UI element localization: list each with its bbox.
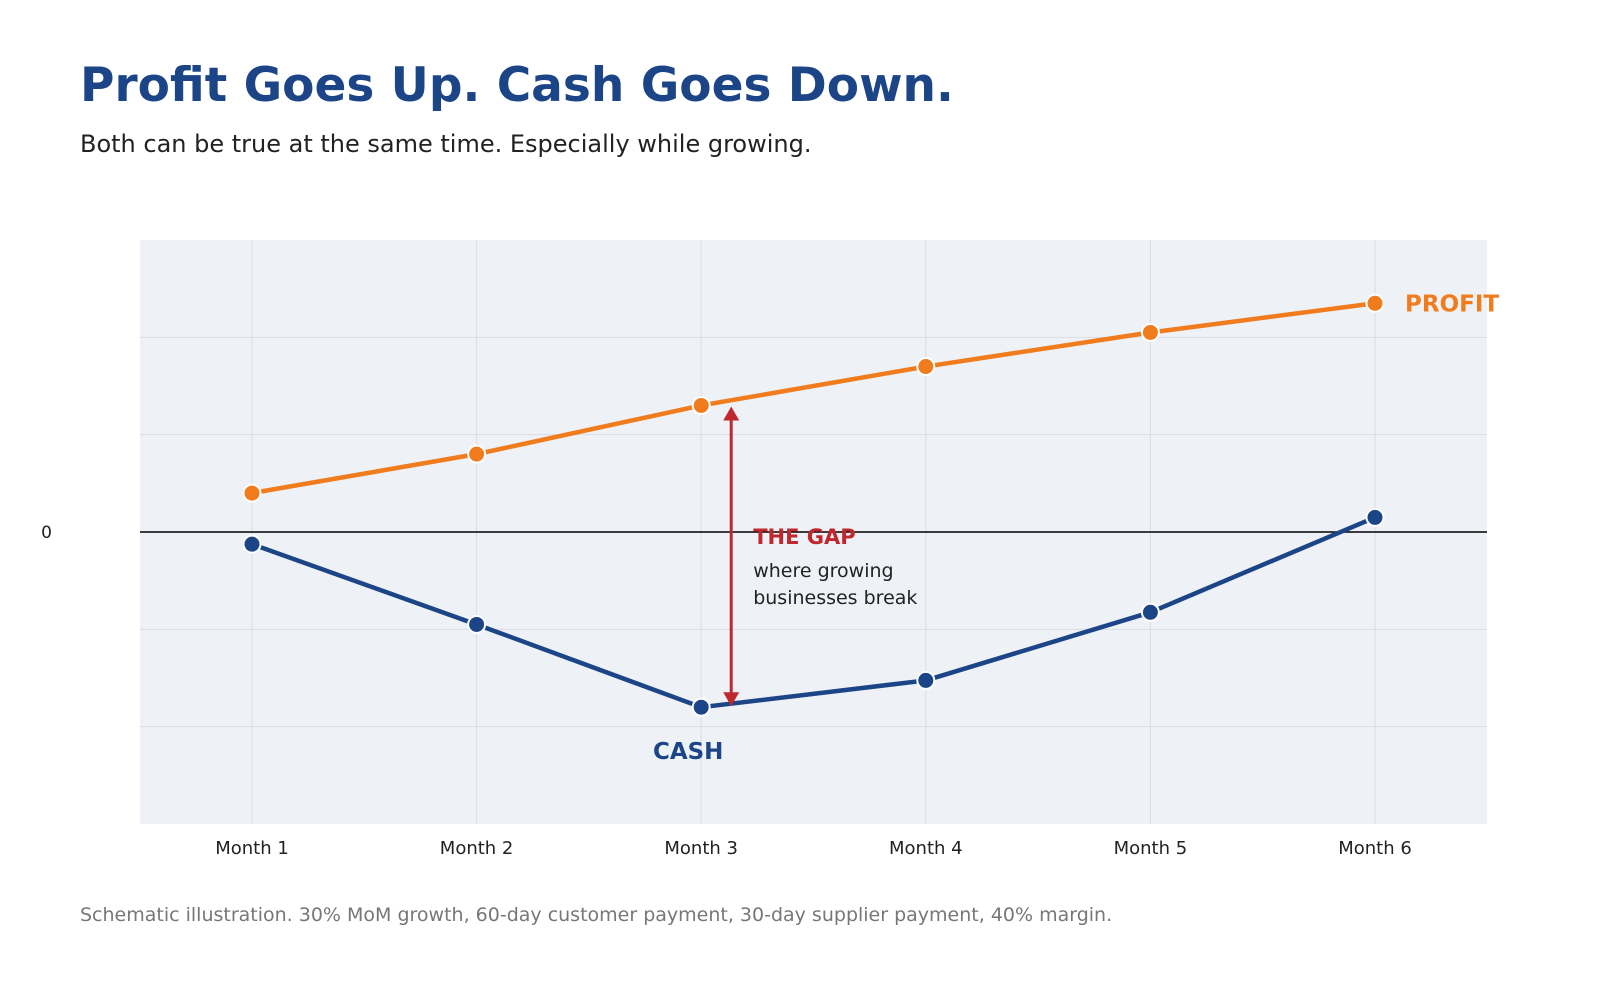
gap-annotation-title: THE GAP xyxy=(753,525,855,549)
point-cash xyxy=(242,534,262,554)
y-tick-label: 0 xyxy=(41,523,52,543)
x-tick-labels: Month 1 Month 2 Month 3 Month 4 Month 5 Month… xyxy=(215,838,1412,859)
horizontal-gridlines xyxy=(140,336,1487,728)
gap-annotation-text-line-2: businesses break xyxy=(753,587,917,609)
series-label-profit: PROFIT xyxy=(1405,291,1499,317)
point-profit xyxy=(916,357,936,377)
series-label-cash: CASH xyxy=(653,739,724,765)
x-tick-label: Month 6 xyxy=(1338,838,1412,859)
chart-title: Profit Goes Up. Cash Goes Down. xyxy=(80,58,954,113)
point-profit xyxy=(1140,322,1160,342)
gap-arrow-head-bottom xyxy=(723,692,740,707)
footnote: Schematic illustration. 30% MoM growth, … xyxy=(80,904,1113,926)
point-profit xyxy=(691,395,711,415)
point-cash xyxy=(1365,507,1385,527)
x-tick-label: Month 1 xyxy=(215,838,289,859)
series-lines xyxy=(249,301,1378,710)
x-tick-label: Month 2 xyxy=(440,838,514,859)
point-cash xyxy=(691,697,711,717)
series-points xyxy=(242,293,1385,717)
point-cash xyxy=(1140,602,1160,622)
point-cash xyxy=(467,614,487,634)
point-profit xyxy=(1365,293,1385,313)
gap-annotation: THE GAP where growing businesses break xyxy=(723,406,917,707)
point-cash xyxy=(916,670,936,690)
x-tick-label: Month 3 xyxy=(664,838,738,859)
series-line-profit xyxy=(249,301,1378,496)
point-profit xyxy=(467,444,487,464)
x-tick-label: Month 5 xyxy=(1114,838,1188,859)
series-line-cash xyxy=(249,515,1378,710)
gap-annotation-text-line-1: where growing xyxy=(753,560,893,582)
x-tick-label: Month 4 xyxy=(889,838,963,859)
point-profit xyxy=(242,483,262,503)
gap-arrow-head-top xyxy=(723,406,740,421)
chart-subtitle: Both can be true at the same time. Espec… xyxy=(80,130,812,158)
y-tick-labels: 0 xyxy=(41,523,52,543)
